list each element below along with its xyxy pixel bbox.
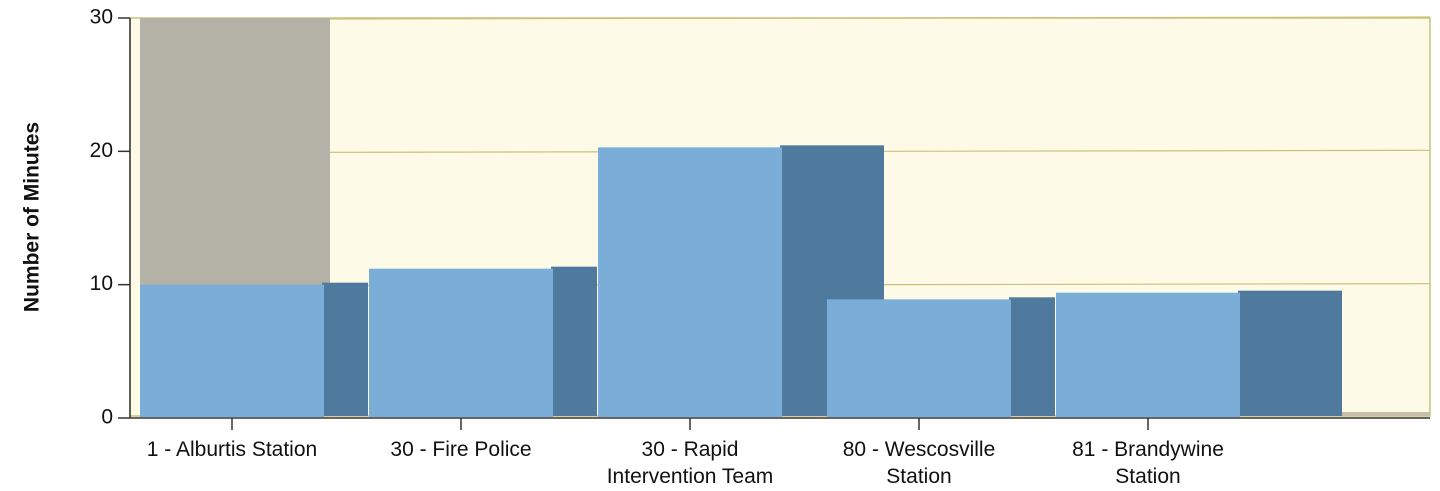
bars: [140, 145, 1342, 418]
y-axis-title: Number of Minutes: [21, 122, 44, 312]
x-tick-label: 30 - Rapid Intervention Team: [607, 438, 774, 488]
x-ticks: 1 - Alburtis Station 30 - Fire Police 30 -…: [147, 418, 1224, 488]
gridline: [329, 16, 1431, 20]
bar-side: [1009, 297, 1055, 416]
x-tick-label-line: Station: [1115, 465, 1180, 488]
x-tick-label-line: 81 - Brandywine: [1072, 438, 1224, 461]
x-tick-label-line: Intervention Team: [607, 465, 774, 488]
x-tick-label: 81 - Brandywine Station: [1072, 438, 1224, 488]
bar: [827, 299, 1011, 417]
x-tick-label-line: Station: [886, 465, 951, 488]
y-tick-label: 0: [101, 406, 113, 429]
bar: [598, 147, 782, 418]
x-tick-label-line: 80 - Wescosville: [843, 438, 996, 461]
bar-side: [1238, 290, 1342, 416]
y-ticks: 0 10 20 30: [90, 6, 130, 429]
x-tick-label: 1 - Alburtis Station: [147, 438, 317, 461]
x-tick-label-line: 1 - Alburtis Station: [147, 438, 317, 461]
x-tick-label: 80 - Wescosville Station: [843, 438, 996, 488]
y-tick-label: 10: [90, 272, 113, 295]
bar: [369, 268, 553, 417]
bar: [1056, 292, 1240, 417]
x-tick-label-line: 30 - Fire Police: [390, 438, 531, 461]
bar-side: [551, 266, 597, 416]
x-tick-label: 30 - Fire Police: [390, 438, 531, 461]
y-tick-label: 20: [90, 139, 113, 162]
x-tick-label-line: 30 - Rapid: [642, 438, 739, 461]
bar-side: [322, 282, 368, 416]
bar: [140, 284, 324, 417]
y-tick-label: 30: [90, 6, 113, 29]
